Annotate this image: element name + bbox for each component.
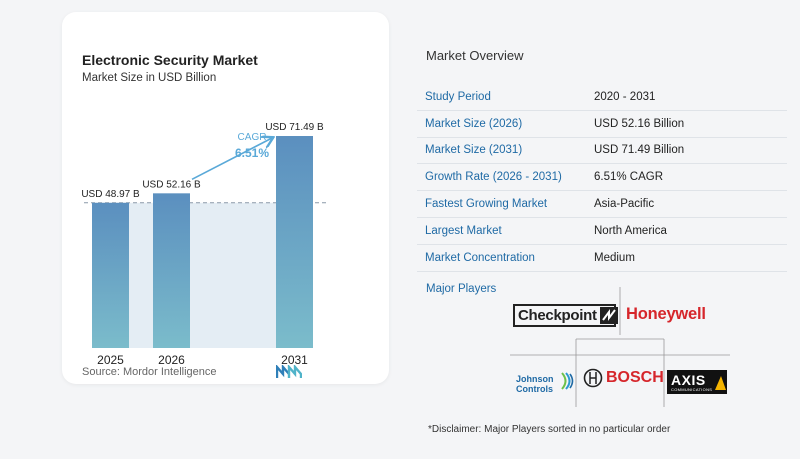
axis-mark-icon: [715, 376, 726, 390]
overview-row-label: Largest Market: [425, 224, 502, 237]
bosch-logo: BOSCH: [606, 369, 664, 386]
chart-title: Electronic Security Market: [82, 52, 258, 68]
x-tick-label: 2025: [97, 353, 124, 367]
x-tick-label: 2026: [158, 353, 185, 367]
overview-row: Study Period 2020 - 2031: [417, 84, 787, 111]
bar-data-label: USD 52.16 B: [142, 179, 201, 190]
overview-row-label: Market Size (2026): [425, 117, 523, 130]
chart-subtitle: Market Size in USD Billion: [82, 72, 217, 84]
overview-row: Fastest Growing Market Asia-Pacific: [417, 191, 787, 218]
overview-row: Market Size (2026) USD 52.16 Billion: [417, 111, 787, 138]
overview-row-label: Fastest Growing Market: [425, 198, 548, 211]
bar-chart: USD 48.97 B 2025 USD 52.16 B 2026 USD 71.49 …: [81, 122, 327, 367]
chart-card: USD 48.97 B 2025 USD 52.16 B 2026 USD 71.49 …: [62, 12, 389, 384]
johnson-controls-logo: Johnson Controls: [516, 374, 554, 394]
overview-row-value: Asia-Pacific: [594, 198, 655, 211]
johnson-controls-mark-icon: [561, 372, 574, 390]
checkpoint-label: Checkpoint: [518, 307, 597, 324]
overview-row-value: USD 71.49 Billion: [594, 144, 685, 157]
overview-row: Market Size (2031) USD 71.49 Billion: [417, 138, 787, 165]
overview-row-value: 6.51% CAGR: [594, 171, 664, 184]
overview-row-label: Market Size (2031): [425, 144, 523, 157]
bosch-mark-icon: [583, 368, 603, 388]
overview-row-value: USD 52.16 Billion: [594, 117, 685, 130]
overview-row-label: Market Concentration: [425, 251, 535, 264]
bar-data-label: USD 71.49 B: [265, 122, 324, 133]
overview-row-label: Study Period: [425, 90, 491, 103]
bar: [153, 193, 190, 348]
mordor-logo-icon: [276, 365, 302, 378]
honeywell-logo: Honeywell: [626, 305, 706, 323]
cagr-value: 6.51%: [235, 146, 269, 160]
overview-row-value: North America: [594, 224, 667, 237]
johnson-label: Johnson: [516, 374, 554, 384]
overview-row: Growth Rate (2026 - 2031) 6.51% CAGR: [417, 164, 787, 192]
overview-row-label: Growth Rate (2026 - 2031): [425, 171, 562, 184]
market-overview: Market Overview Study Period 2020 - 2031 M…: [405, 0, 800, 459]
cagr-arrow: [191, 138, 272, 181]
axis-sub-label: COMMUNICATIONS: [671, 386, 713, 392]
overview-row-value: 2020 - 2031: [594, 90, 656, 103]
overview-row: Largest Market North America: [417, 218, 787, 245]
overview-title: Market Overview: [426, 48, 524, 63]
disclaimer-text: *Disclaimer: Major Players sorted in no …: [428, 424, 671, 435]
checkpoint-logo: Checkpoint: [513, 304, 618, 327]
cagr-label: CAGR: [238, 132, 267, 143]
checkpoint-mark-icon: [599, 307, 618, 324]
players-grid: [510, 287, 730, 407]
overview-row: Market Concentration Medium: [417, 245, 787, 272]
bar: [276, 136, 313, 348]
axis-label: AXIS: [671, 371, 706, 388]
controls-label: Controls: [516, 384, 553, 394]
overview-table: Study Period 2020 - 2031 Market Size (2026…: [417, 84, 787, 272]
major-players-title: Major Players: [426, 283, 497, 295]
x-tick-label: 2031: [281, 353, 308, 367]
source-text: Source: Mordor Intelligence: [82, 366, 217, 378]
bar: [92, 202, 129, 348]
overview-row-value: Medium: [594, 251, 635, 264]
bar-data-label: USD 48.97 B: [81, 189, 140, 200]
